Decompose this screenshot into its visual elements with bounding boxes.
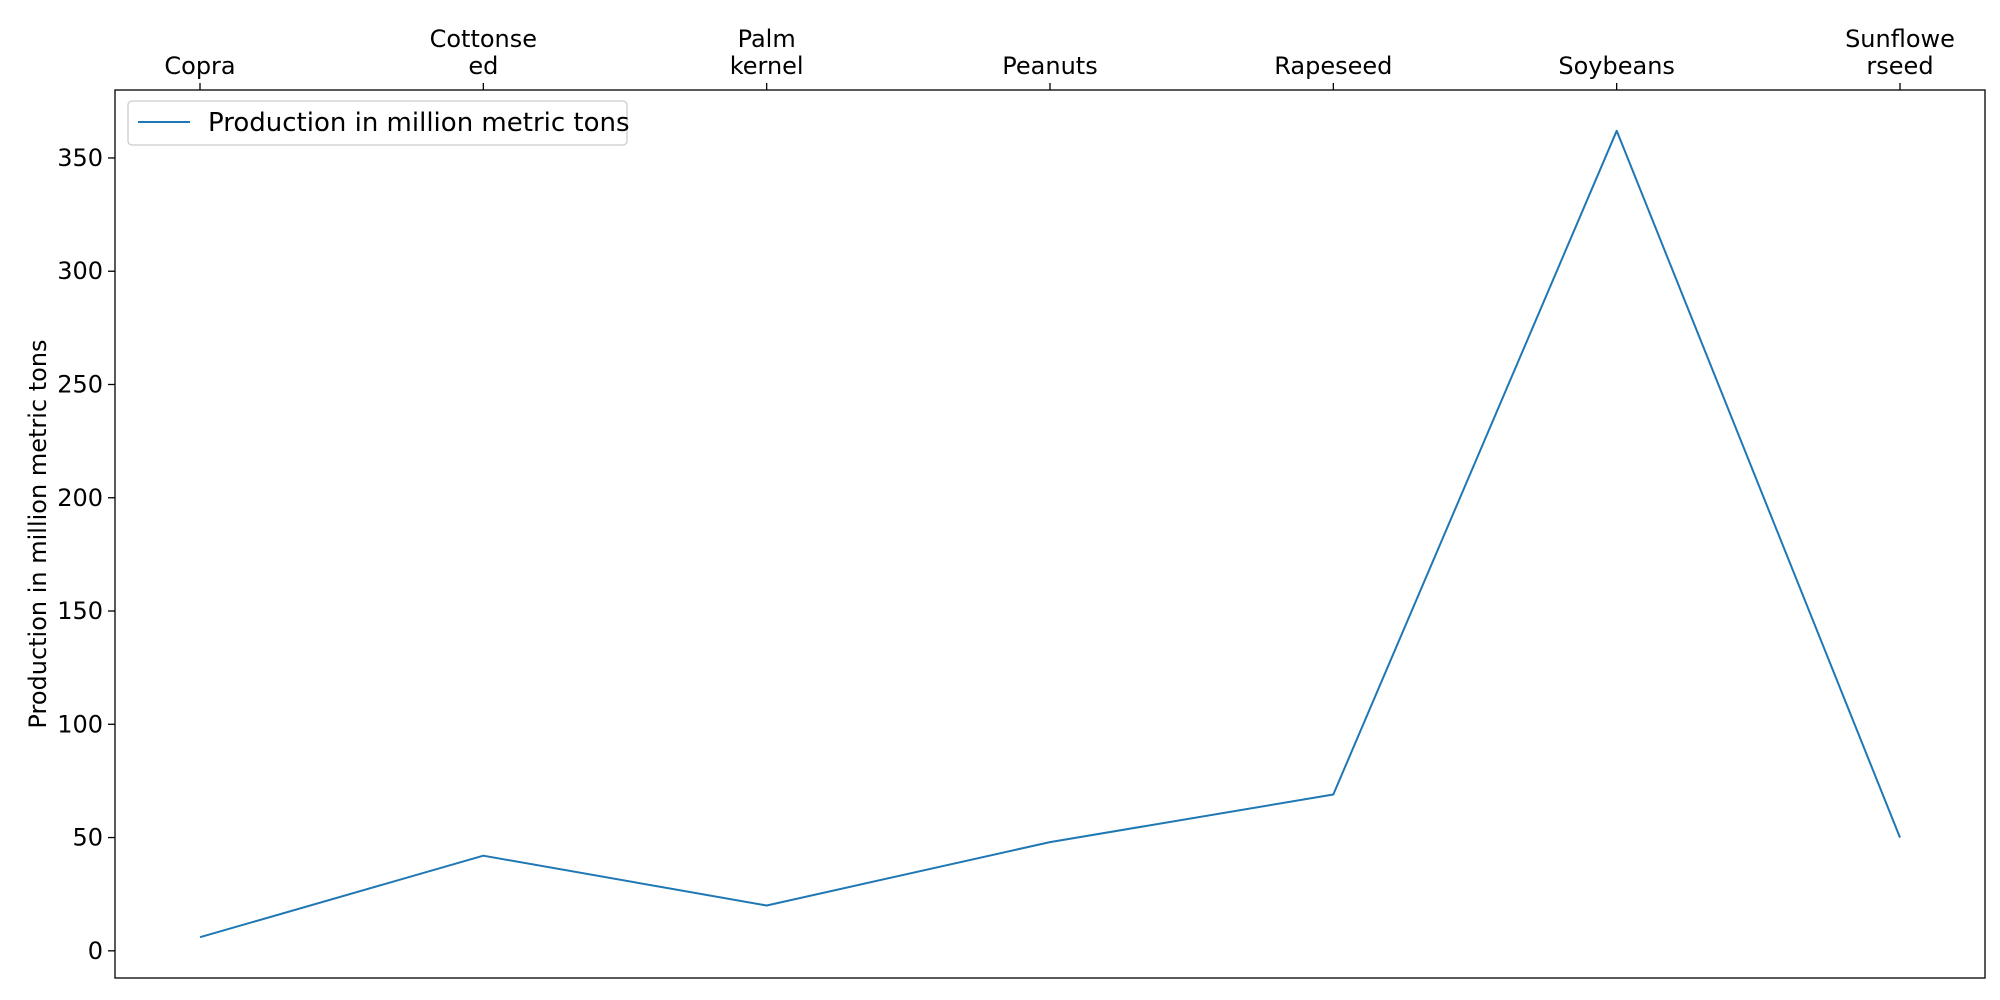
y-tick-label: 150: [57, 597, 103, 625]
y-tick-label: 350: [57, 144, 103, 172]
x-tick-label: Palm kernel: [730, 25, 804, 80]
y-tick-label: 50: [72, 824, 103, 852]
legend: Production in million metric tons: [127, 100, 630, 146]
legend-label: Production in million metric tons: [208, 108, 630, 138]
x-axis-top: Copra Cottonse ed Palm kernel Peanuts Rapeseed…: [164, 25, 1955, 90]
x-tick-label: Cottonse ed: [430, 25, 537, 80]
y-axis: 0 50 100 150 200 250 300 350: [57, 144, 115, 965]
x-tick-label: Copra: [164, 52, 235, 80]
series-line: [199, 129, 1901, 939]
x-tick-label: Peanuts: [1002, 52, 1097, 80]
x-tick-label: Soybeans: [1558, 52, 1675, 80]
y-tick-label: 100: [57, 710, 103, 738]
y-tick-label: 250: [57, 370, 103, 398]
series-layer: [199, 129, 1901, 939]
legend-box: [127, 100, 628, 146]
x-tick-label: Sunflowe rseed: [1845, 25, 1955, 80]
y-axis-title: Production in million metric tons: [24, 339, 52, 728]
y-tick-label: 200: [57, 484, 103, 512]
x-tick-label: Rapeseed: [1274, 52, 1392, 80]
y-tick-label: 300: [57, 257, 103, 285]
y-tick-label: 0: [88, 937, 103, 965]
plot-area: [114, 89, 1986, 979]
